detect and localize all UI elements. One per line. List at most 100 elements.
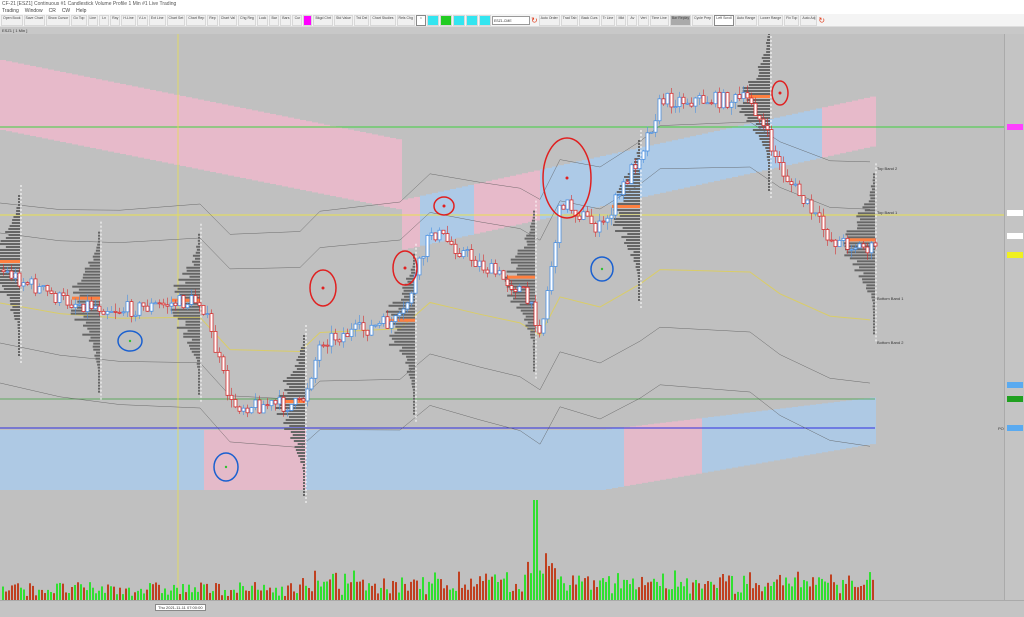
volume-profile-bar xyxy=(634,161,640,163)
volume-bar xyxy=(155,582,157,600)
upper-band-segment xyxy=(402,199,408,250)
toolbar-button[interactable]: Cycle Prep xyxy=(692,14,714,26)
volume-bar xyxy=(548,566,550,600)
volume-bar xyxy=(11,585,13,600)
volume-profile-bar xyxy=(411,382,415,385)
upper-band-segment xyxy=(744,124,750,175)
home-button[interactable]: ⌂ xyxy=(415,14,426,26)
toolbar-button[interactable]: Go Top xyxy=(71,14,87,26)
toolbar-button[interactable]: Bar xyxy=(269,14,280,26)
candle-body xyxy=(201,305,206,315)
refresh-icon[interactable]: ↻ xyxy=(530,15,538,25)
upper-band-segment xyxy=(264,112,270,183)
volume-bar xyxy=(590,589,592,600)
toolbar-button[interactable]: Save Chart xyxy=(23,14,46,26)
volume-bar xyxy=(143,593,145,600)
toolbar-button[interactable]: Tr Line xyxy=(600,14,616,26)
drawing-tool-button[interactable] xyxy=(465,14,478,26)
time-axis[interactable] xyxy=(0,600,1024,617)
menu-window[interactable]: Window xyxy=(24,8,43,14)
volume-profile-bar xyxy=(767,159,770,161)
volume-bar xyxy=(479,576,481,600)
candle-body xyxy=(513,289,518,292)
toolbar-button[interactable]: Fix Top xyxy=(784,14,800,26)
volume-bar xyxy=(29,583,31,600)
candle-body xyxy=(181,295,186,309)
volume-profile-bar xyxy=(524,237,535,240)
candle-body xyxy=(493,263,498,275)
toolbar-button[interactable]: Av xyxy=(627,14,638,26)
toolbar-button[interactable]: Chart Rep xyxy=(186,14,207,26)
symbol-input[interactable]: ESZ1-CME xyxy=(491,15,530,25)
toolbar-button[interactable]: Std Value xyxy=(334,14,353,26)
upper-band-segment xyxy=(852,100,858,151)
volume-bar xyxy=(137,590,139,600)
volume-profile-bar xyxy=(18,354,20,356)
price-axis[interactable] xyxy=(1004,34,1024,600)
menu-cr[interactable]: CR xyxy=(48,8,56,14)
menu-help[interactable]: Help xyxy=(76,8,87,14)
toolbar-button[interactable]: Bars xyxy=(280,14,292,26)
drawing-tool-button[interactable] xyxy=(452,14,465,26)
volume-bar xyxy=(695,579,697,600)
toolbar-button[interactable]: Open Book xyxy=(1,14,23,26)
toolbar-button[interactable]: Cur xyxy=(292,14,303,26)
candle-body xyxy=(141,302,146,307)
toolbar-button[interactable]: Back Curs xyxy=(579,14,600,26)
toolbar-button[interactable]: Line xyxy=(87,14,99,26)
candle-body xyxy=(361,322,366,331)
toolbar-button[interactable]: Rels Chg xyxy=(396,14,415,26)
bar-replay-button[interactable]: Bar Replay xyxy=(669,14,692,26)
toolbar-button[interactable]: Auto Adj xyxy=(800,14,818,26)
toolbar-button[interactable] xyxy=(303,14,313,26)
toolbar-button[interactable]: Chart Val xyxy=(218,14,238,26)
toolbar-button[interactable]: Bkgd Chrt xyxy=(313,14,334,26)
candle-body xyxy=(869,242,874,254)
toolbar-button[interactable]: Mkt xyxy=(616,14,627,26)
toolbar-button[interactable]: Ray xyxy=(110,14,121,26)
volume-profile-bar xyxy=(300,347,305,349)
menu-cw[interactable]: CW xyxy=(61,8,71,14)
volume-profile-bar xyxy=(403,289,415,292)
refresh-icon[interactable]: ↻ xyxy=(818,15,826,25)
menu-trading[interactable]: Trading xyxy=(2,8,19,14)
toolbar-button[interactable]: Show Cursor xyxy=(46,14,71,26)
drawing-tool-button[interactable] xyxy=(478,14,491,26)
upper-band-segment xyxy=(666,141,672,192)
toolbar-button[interactable]: Chart Studies xyxy=(370,14,396,26)
volume-profile-bar xyxy=(413,262,415,265)
volume-profile-bar xyxy=(0,282,20,284)
toolbar-button[interactable]: Time Line xyxy=(649,14,669,26)
volume-bar xyxy=(800,587,802,600)
toolbar-button[interactable]: Trd Del xyxy=(353,14,370,26)
volume-bar xyxy=(473,586,475,600)
volume-bar xyxy=(185,592,187,600)
volume-bar xyxy=(101,586,103,600)
toolbar-button[interactable]: Lock xyxy=(256,14,269,26)
toolbar-button[interactable]: Ext Line xyxy=(148,14,166,26)
volume-profile-bar xyxy=(517,252,535,255)
price-chart[interactable]: Top Band 2 Top Band 1 Bottom Band 1 Bottom … xyxy=(0,34,1004,600)
candle-body xyxy=(589,215,594,224)
volume-bar xyxy=(212,591,214,600)
toolbar-button[interactable]: Auto Range xyxy=(734,14,758,26)
lower-band-segment xyxy=(528,430,534,490)
toolbar-button[interactable]: Left Scroll xyxy=(714,14,734,26)
toolbar-button[interactable]: Ln xyxy=(99,14,110,26)
toolbar-button[interactable]: Lower Range xyxy=(758,14,784,26)
lower-band-segment xyxy=(354,430,360,490)
price-marker xyxy=(1007,124,1023,130)
drawing-tool-button[interactable] xyxy=(426,14,439,26)
toolbar-button[interactable]: H-Line xyxy=(121,14,136,26)
drawing-tool-button[interactable] xyxy=(439,14,452,26)
toolbar-button[interactable]: Auto Order xyxy=(538,14,560,26)
toolbar-button[interactable]: Vert xyxy=(638,14,649,26)
volume-profile-bar xyxy=(284,389,305,391)
toolbar-button[interactable]: Chart Set xyxy=(166,14,186,26)
toolbar-button[interactable]: Rep xyxy=(207,14,218,26)
toolbar-button[interactable]: Chg Reg xyxy=(238,14,256,26)
volume-profile-bar xyxy=(303,488,305,490)
toolbar-button[interactable]: V-Ln xyxy=(136,14,148,26)
toolbar-button[interactable]: Trad Tab xyxy=(560,14,579,26)
volume-profile-bar xyxy=(18,198,20,200)
